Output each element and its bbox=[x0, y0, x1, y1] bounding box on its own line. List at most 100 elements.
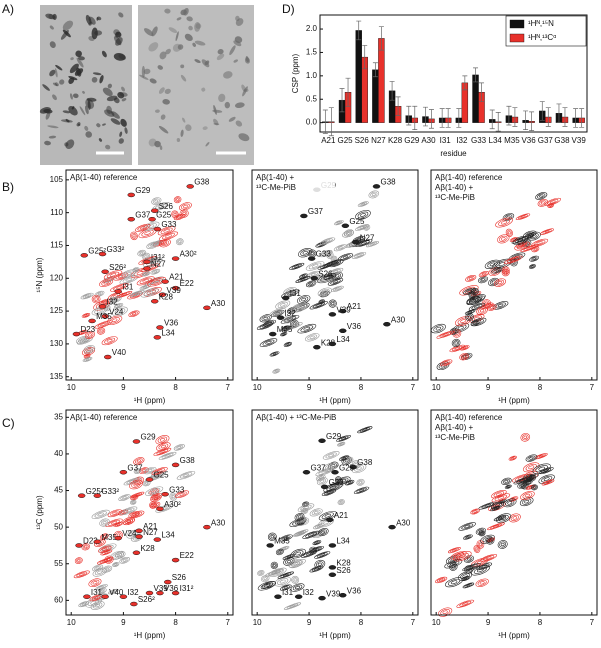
peak bbox=[127, 216, 135, 222]
contour bbox=[285, 288, 295, 295]
contour bbox=[470, 293, 474, 297]
contour bbox=[272, 368, 281, 374]
contour bbox=[117, 309, 123, 314]
contour bbox=[464, 535, 472, 539]
contour bbox=[509, 456, 516, 460]
contour bbox=[274, 570, 281, 575]
fibril bbox=[111, 111, 120, 119]
contour bbox=[498, 262, 506, 266]
plot-frame bbox=[430, 169, 598, 381]
peak-label: A30 bbox=[211, 299, 226, 308]
contour bbox=[178, 240, 182, 244]
contour bbox=[293, 265, 300, 268]
contour bbox=[338, 500, 344, 505]
fibril bbox=[44, 140, 51, 146]
contour bbox=[344, 231, 353, 237]
contour bbox=[96, 309, 103, 313]
contour bbox=[177, 215, 182, 219]
contour bbox=[296, 530, 307, 535]
panel-letter: A) bbox=[2, 2, 14, 16]
fibril bbox=[69, 93, 73, 100]
contour bbox=[283, 341, 293, 347]
panel-letter: B) bbox=[2, 180, 14, 194]
fibril bbox=[102, 87, 113, 97]
contour bbox=[309, 301, 328, 310]
contour bbox=[295, 551, 301, 556]
fibril bbox=[52, 94, 57, 101]
contour bbox=[157, 204, 165, 208]
peak-label: V39 bbox=[167, 286, 182, 295]
contour bbox=[320, 479, 325, 483]
contour bbox=[355, 210, 371, 220]
contour bbox=[488, 304, 496, 310]
contour bbox=[468, 291, 476, 300]
peak bbox=[153, 226, 162, 232]
contour bbox=[356, 478, 365, 486]
x-axis-label: ¹H (ppm) bbox=[134, 631, 166, 640]
contour bbox=[76, 558, 82, 563]
contour bbox=[118, 494, 131, 502]
fibril bbox=[49, 69, 56, 77]
contour bbox=[100, 519, 109, 526]
error-bar bbox=[445, 108, 451, 128]
contour bbox=[309, 282, 313, 286]
contour bbox=[340, 437, 347, 440]
y-tick-label: 120 bbox=[50, 273, 64, 282]
contour bbox=[100, 322, 107, 327]
x-tick-label: 8 bbox=[359, 383, 364, 392]
contour bbox=[481, 564, 488, 568]
contour bbox=[502, 498, 517, 508]
contour bbox=[316, 552, 328, 558]
fibril bbox=[121, 86, 126, 92]
contour bbox=[155, 435, 170, 445]
peak bbox=[132, 439, 141, 444]
contour bbox=[331, 285, 344, 293]
contour bbox=[280, 303, 286, 307]
peak-label: G37 bbox=[310, 463, 326, 472]
contour bbox=[112, 562, 120, 567]
fibril bbox=[94, 30, 103, 36]
panel-letter: D) bbox=[282, 2, 295, 16]
contour bbox=[513, 476, 531, 485]
contour bbox=[518, 483, 526, 488]
contour bbox=[169, 492, 178, 501]
contour bbox=[87, 599, 100, 607]
error-bar bbox=[512, 107, 518, 127]
x-tick-label: 9 bbox=[307, 383, 312, 392]
contour bbox=[300, 325, 314, 332]
peak-label: K28 bbox=[159, 292, 174, 301]
peak bbox=[161, 279, 169, 284]
y-axis-label: CSP (ppm) bbox=[291, 53, 300, 93]
contour bbox=[100, 533, 109, 540]
peak-label: V24 bbox=[122, 529, 137, 538]
fibril bbox=[180, 9, 187, 16]
contour bbox=[547, 202, 555, 209]
contour bbox=[97, 321, 110, 328]
contour bbox=[128, 511, 140, 518]
contour bbox=[532, 485, 537, 490]
contour bbox=[83, 345, 96, 354]
legend-label: Aβ(1-40) reference bbox=[70, 173, 138, 182]
fibril bbox=[213, 105, 217, 115]
contour bbox=[275, 300, 291, 310]
contour bbox=[528, 486, 533, 489]
peak bbox=[104, 354, 112, 360]
fibril bbox=[79, 106, 86, 116]
error-bar bbox=[545, 107, 551, 127]
fibril bbox=[159, 51, 167, 60]
error-bar bbox=[479, 82, 485, 102]
contour bbox=[80, 602, 88, 607]
contour bbox=[531, 234, 537, 238]
contour bbox=[506, 229, 512, 236]
contour bbox=[131, 495, 138, 500]
peak bbox=[119, 469, 128, 475]
contour bbox=[473, 545, 481, 553]
x-tick-label: 7 bbox=[590, 383, 595, 392]
contour bbox=[465, 556, 473, 562]
contour bbox=[163, 229, 170, 233]
contour bbox=[156, 449, 169, 455]
contour bbox=[455, 553, 462, 557]
contour bbox=[523, 245, 536, 251]
contour bbox=[337, 246, 343, 250]
contour bbox=[316, 561, 324, 568]
